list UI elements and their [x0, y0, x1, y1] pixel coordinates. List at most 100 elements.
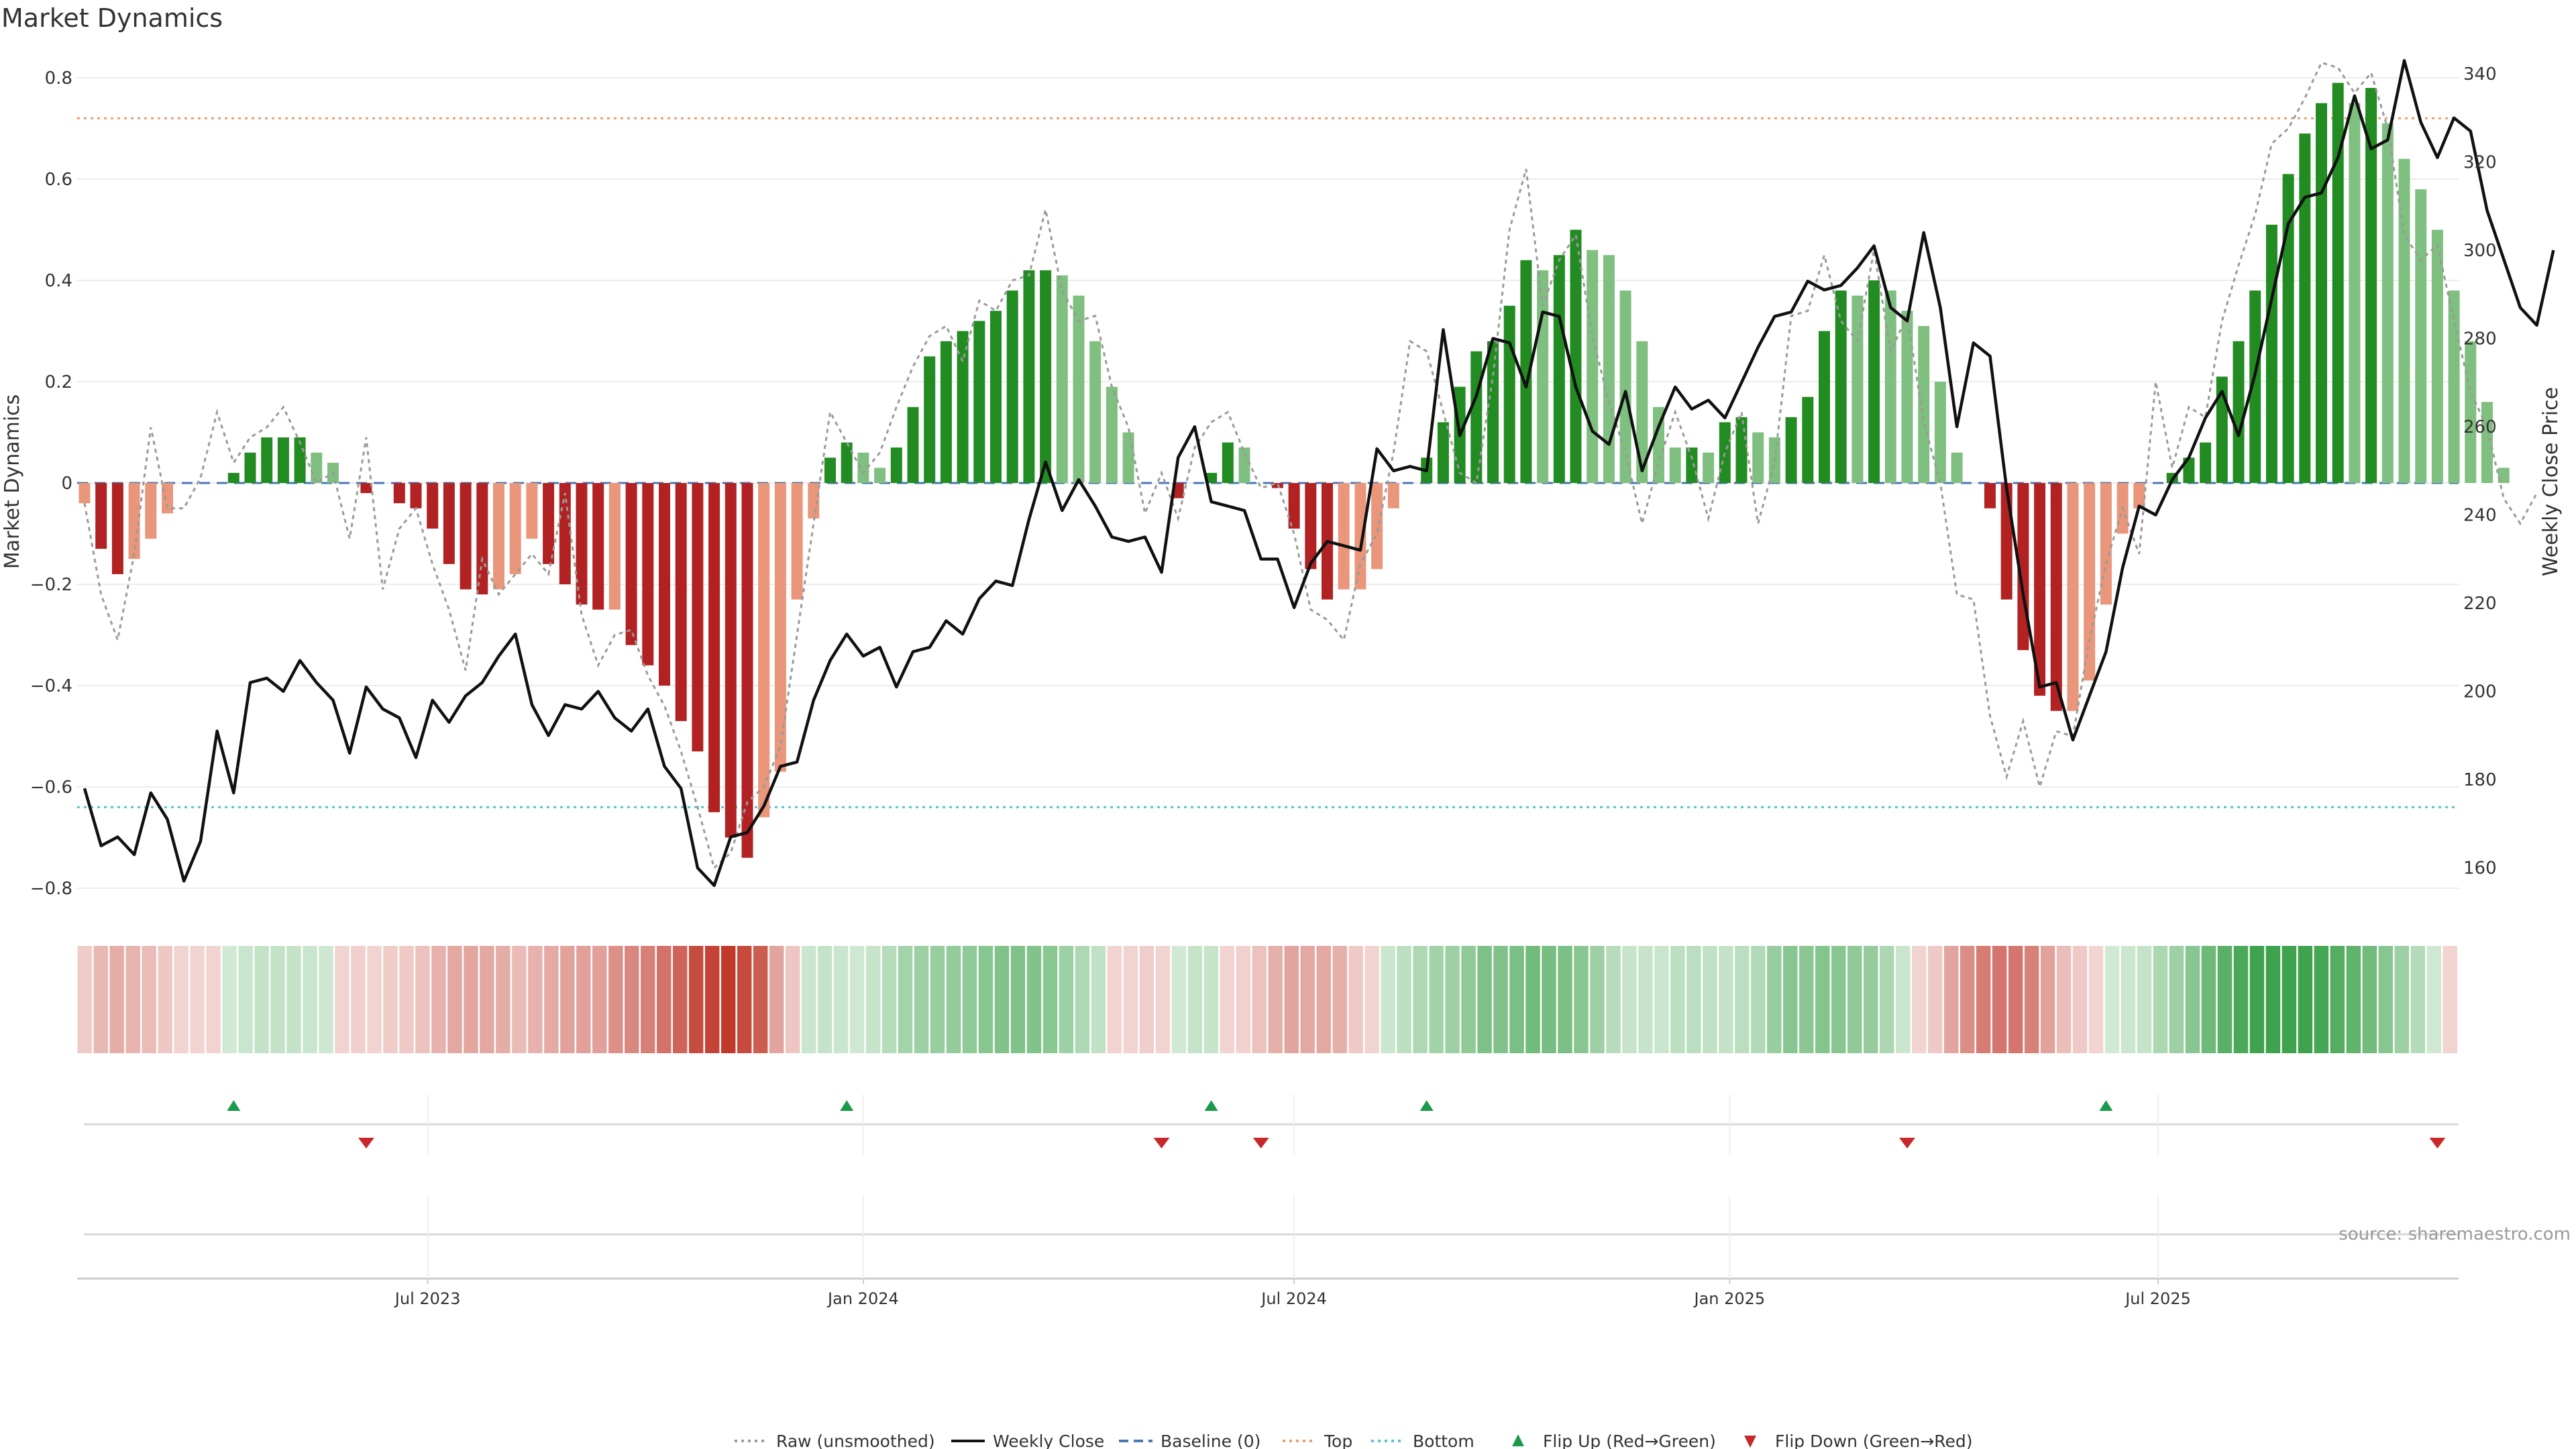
- market-dynamics-bar: [1106, 386, 1118, 483]
- heat-cell: [1509, 946, 1524, 1053]
- heat-cell: [158, 946, 172, 1053]
- flip-up-marker: [840, 1100, 854, 1111]
- heat-cell: [2362, 946, 2377, 1053]
- market-dynamics-bar: [2265, 224, 2277, 483]
- heat-cell: [512, 946, 527, 1053]
- market-dynamics-bar: [1686, 447, 1698, 483]
- heat-cell: [286, 946, 301, 1053]
- market-dynamics-bar: [1040, 270, 1052, 483]
- market-dynamics-bar: [576, 483, 588, 605]
- heat-cell: [2394, 946, 2410, 1053]
- heat-cell: [1783, 946, 1798, 1053]
- heat-cell: [962, 946, 977, 1053]
- heat-cell: [93, 946, 108, 1053]
- market-dynamics-bar: [95, 483, 107, 549]
- market-dynamics-bar: [1520, 260, 1532, 483]
- market-dynamics-bar: [1122, 432, 1134, 483]
- heat-cell: [1831, 946, 1846, 1053]
- market-dynamics-bar: [2050, 483, 2062, 711]
- heat-cell: [464, 946, 478, 1053]
- raw-unsmoothed-line: [83, 61, 2538, 870]
- market-dynamics-bar: [659, 483, 670, 686]
- market-dynamics-bar: [592, 483, 604, 610]
- heat-cell: [335, 946, 350, 1053]
- market-dynamics-bar: [1006, 290, 1018, 483]
- legend-item: Flip Down (Green→Red): [1744, 1432, 1973, 1449]
- market-dynamics-bar: [2282, 174, 2294, 483]
- heat-cell: [2443, 946, 2457, 1053]
- market-dynamics-bar: [111, 483, 123, 574]
- heat-cell: [641, 946, 655, 1053]
- heat-cell: [1477, 946, 1492, 1053]
- legend-item: Baseline (0): [1119, 1432, 1260, 1449]
- market-dynamics-bar: [608, 483, 621, 610]
- heat-cell: [399, 946, 414, 1053]
- market-dynamics-bar: [1487, 341, 1499, 483]
- market-dynamics-bar: [874, 468, 886, 483]
- market-dynamics-bar: [1570, 229, 1582, 483]
- heat-cell: [303, 946, 317, 1053]
- heat-cell: [576, 946, 591, 1053]
- market-dynamics-bar: [460, 483, 472, 590]
- market-dynamics-bar: [360, 483, 372, 494]
- market-dynamics-bar: [2381, 123, 2394, 483]
- heat-cell: [2233, 946, 2249, 1053]
- market-dynamics-bar: [2481, 402, 2493, 483]
- heat-cell: [383, 946, 398, 1053]
- x-tick-label: Jan 2025: [1693, 1289, 1766, 1308]
- heat-cell: [2024, 946, 2039, 1053]
- heat-cell: [2121, 946, 2136, 1053]
- heat-cell: [1976, 946, 1991, 1053]
- heat-cell: [2217, 946, 2233, 1053]
- market-dynamics-bar: [78, 483, 91, 504]
- legend-triangle-down-icon: [1744, 1436, 1756, 1448]
- heat-cell: [1042, 946, 1058, 1053]
- market-dynamics-bars: [78, 83, 2510, 858]
- market-dynamics-bar: [393, 483, 405, 504]
- heat-cell: [1574, 946, 1589, 1053]
- heat-cell: [2153, 946, 2168, 1053]
- heat-cell: [1767, 946, 1782, 1053]
- heat-cell: [1284, 946, 1299, 1053]
- heat-cell: [367, 946, 382, 1053]
- heat-cell: [1332, 946, 1347, 1053]
- heat-cell: [1654, 946, 1669, 1053]
- left-y-tick-label: 0.6: [45, 170, 72, 190]
- market-dynamics-bar: [1338, 483, 1350, 590]
- market-dynamics-bar: [1901, 311, 1913, 483]
- heat-cell: [817, 946, 833, 1053]
- heat-cell: [1123, 946, 1138, 1053]
- market-dynamics-bar: [1835, 290, 1847, 483]
- heat-cell: [1268, 946, 1283, 1053]
- heat-cell: [2137, 946, 2152, 1053]
- heat-cell: [1735, 946, 1750, 1053]
- heat-cell: [1107, 946, 1122, 1053]
- market-dynamics-bar: [311, 452, 323, 483]
- market-dynamics-bar: [1619, 290, 1631, 483]
- market-dynamics-bar: [708, 483, 720, 812]
- heat-cell: [1911, 946, 1927, 1053]
- heat-cell: [1010, 946, 1026, 1053]
- market-dynamics-bar: [509, 483, 521, 574]
- right-y-tick-label: 160: [2463, 859, 2497, 879]
- heat-cell: [319, 946, 333, 1053]
- legend-label: Top: [1324, 1432, 1352, 1449]
- heat-cell: [1252, 946, 1267, 1053]
- market-dynamics-bar: [625, 483, 637, 645]
- heat-cell: [254, 946, 269, 1053]
- market-dynamics-bar: [1918, 325, 1930, 483]
- flip-up-marker: [1204, 1100, 1218, 1111]
- legend-item: Top: [1283, 1432, 1352, 1449]
- flip-up-marker: [1419, 1100, 1434, 1111]
- market-dynamics-bar: [1387, 483, 1399, 508]
- market-dynamics-bar: [2299, 133, 2311, 484]
- heat-cell: [1413, 946, 1428, 1053]
- market-dynamics-bar: [476, 483, 488, 595]
- market-dynamics-bar: [261, 437, 273, 483]
- heat-cell: [1461, 946, 1476, 1053]
- heat-cell: [560, 946, 575, 1053]
- market-dynamics-bar: [1636, 341, 1648, 483]
- legend-label: Raw (unsmoothed): [776, 1432, 935, 1449]
- heat-cell: [1059, 946, 1074, 1053]
